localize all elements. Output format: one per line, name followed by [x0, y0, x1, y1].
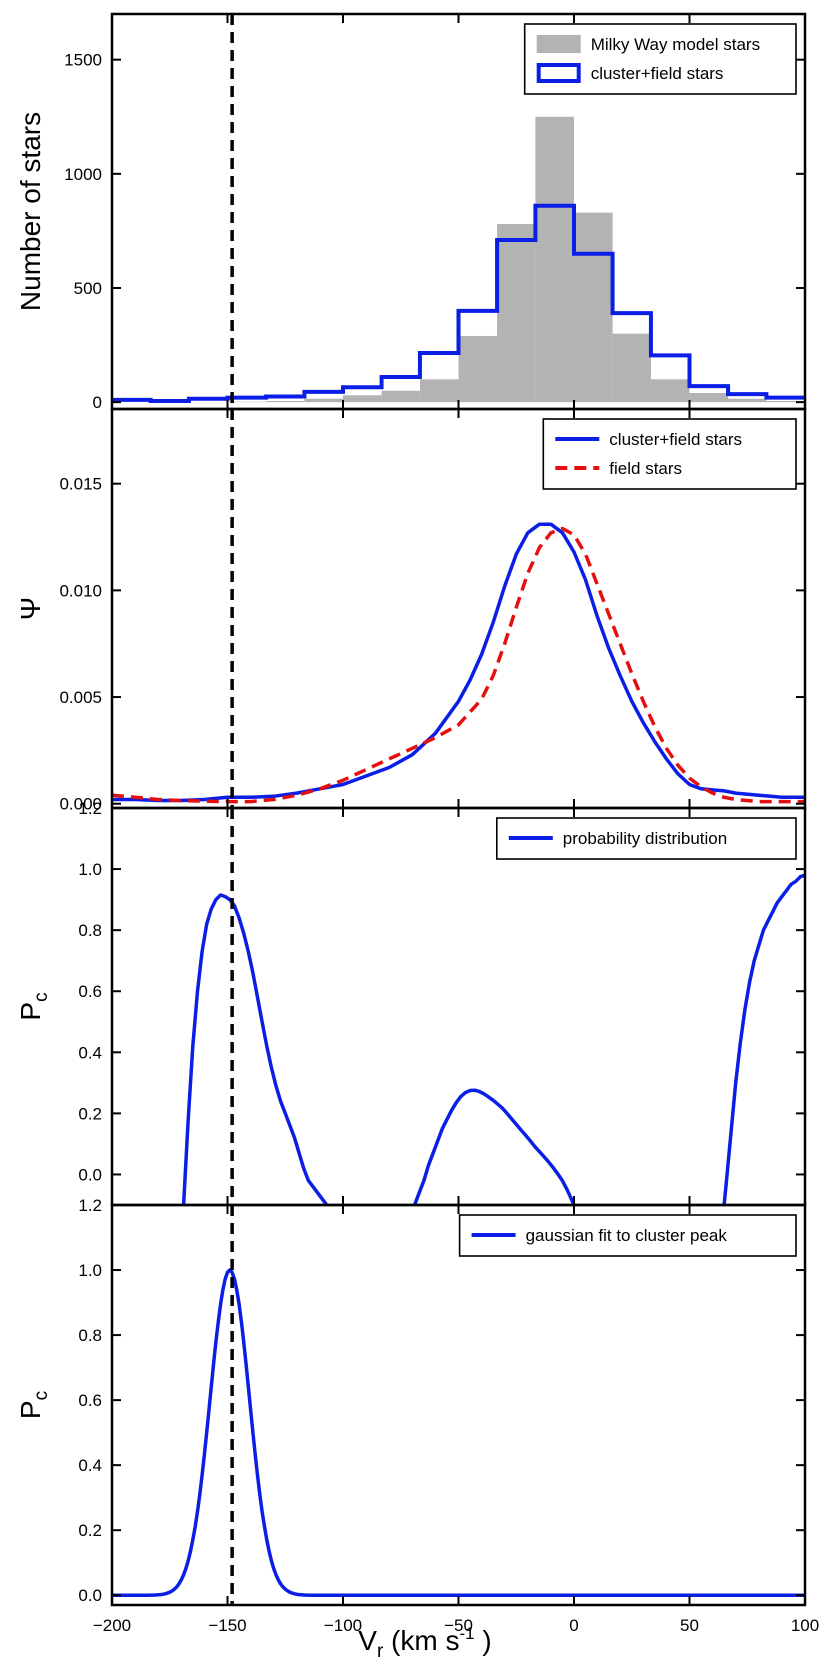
legend: gaussian fit to cluster peak — [458, 1214, 797, 1257]
histogram-bar — [458, 335, 498, 403]
legend-box — [542, 418, 797, 490]
y-tick-label: 1.0 — [78, 1261, 102, 1280]
histogram-bar — [766, 401, 805, 403]
panel-plot-area — [181, 873, 805, 1205]
x-tick-label: −150 — [208, 1616, 246, 1635]
y-tick-label: 1.2 — [78, 1196, 102, 1215]
histogram-bar — [304, 398, 343, 403]
y-tick-label: 1000 — [64, 165, 102, 184]
histogram-bar — [266, 401, 305, 403]
y-axis-label: Pc — [15, 1391, 52, 1419]
y-tick-label: 1.0 — [78, 860, 102, 879]
panel-4: 0.0 0.2 0.4 0.6 0.8 1.0 1.2 Pc gaussian fit to c… — [15, 1196, 807, 1607]
legend-swatch — [536, 35, 581, 53]
y-tick-label: 0.6 — [78, 1391, 102, 1410]
x-axis-label-unit-sup: -1 — [460, 1624, 475, 1643]
y-tick-label: 0.000 — [59, 795, 102, 814]
legend: Milky Way model stars cluster+field stars — [523, 23, 797, 95]
legend-label: Milky Way model stars — [591, 35, 760, 54]
y-tick-label: 0.0 — [78, 1165, 102, 1184]
x-tick-label: −200 — [93, 1616, 131, 1635]
legend-label: cluster+field stars — [609, 430, 742, 449]
y-tick-label: 0.015 — [59, 475, 102, 494]
y-tick-label: 0.010 — [59, 581, 102, 600]
y-tick-label: 0.005 — [59, 688, 102, 707]
y-axis-label-main: P — [15, 1002, 46, 1021]
y-axis-label-main: P — [15, 1400, 46, 1419]
x-tick-label: −100 — [324, 1616, 362, 1635]
histogram-bar — [689, 393, 729, 403]
legend: cluster+field stars field stars — [542, 418, 797, 490]
legend-label: gaussian fit to cluster peak — [526, 1226, 728, 1245]
x-tick-label: −50 — [444, 1616, 473, 1635]
panel-frame — [110, 806, 807, 1207]
y-tick-label: 1500 — [64, 51, 102, 70]
series-line-cluster-field-stars — [112, 522, 805, 803]
series-line-probability-distribution — [412, 1088, 576, 1205]
y-axis-label-sub: c — [31, 992, 52, 1002]
legend-label: cluster+field stars — [591, 64, 724, 83]
panel-plot-area — [112, 116, 805, 404]
histogram-step-line — [112, 203, 805, 404]
y-tick-label: 0.6 — [78, 982, 102, 1001]
y-tick-label: 0 — [93, 393, 102, 412]
panel-1: 0 500 1000 1500 Number of stars Milky Way mod… — [15, 12, 807, 412]
histogram-bar — [650, 379, 690, 403]
legend-swatch — [536, 63, 581, 83]
y-tick-label: 0.8 — [78, 921, 102, 940]
y-tick-label: 0.0 — [78, 1586, 102, 1605]
y-axis-label: Number of stars — [15, 112, 46, 311]
panel-plot-area — [112, 1268, 805, 1597]
y-axis-label: Ψ — [15, 597, 46, 620]
histogram-bar — [612, 333, 651, 403]
y-tick-label: 0.2 — [78, 1104, 102, 1123]
y-tick-label: 1.2 — [78, 799, 102, 818]
y-tick-label: 0.2 — [78, 1521, 102, 1540]
x-axis-label-main: V — [358, 1625, 377, 1656]
x-tick-label: 100 — [791, 1616, 819, 1635]
y-tick-label: 0.4 — [78, 1456, 102, 1475]
series-line-gaussian-fit-to-cluster-peak — [112, 1268, 805, 1597]
histogram-bar — [419, 379, 459, 403]
x-axis-label-unit-close: ) — [475, 1625, 492, 1656]
histogram-bar — [343, 395, 382, 403]
x-axis-label: Vr (km s-1 ) — [358, 1624, 491, 1662]
series-line-field-stars — [112, 526, 805, 804]
y-axis-label: Pc — [15, 992, 52, 1020]
series-line-probability-distribution — [181, 893, 329, 1205]
panel-plot-area — [112, 522, 805, 804]
x-axis-label-unit: (km s — [383, 1625, 459, 1656]
histogram-bar — [535, 116, 574, 403]
histogram-bar — [574, 212, 613, 403]
x-tick-label: 50 — [680, 1616, 699, 1635]
y-tick-label: 500 — [74, 279, 102, 298]
y-tick-label: 0.8 — [78, 1326, 102, 1345]
legend: probability distribution — [495, 817, 797, 860]
y-axis-label-sub: c — [31, 1391, 52, 1401]
x-axis-label-sub: r — [377, 1641, 384, 1662]
panel-3: 0.0 0.2 0.4 0.6 0.8 1.0 1.2 Pc probability distr… — [15, 799, 807, 1207]
legend-box — [458, 1214, 797, 1257]
histogram-bar — [728, 398, 767, 403]
x-tick-label: 0 — [569, 1616, 578, 1635]
panel-frame — [110, 1203, 807, 1607]
histogram-bar — [497, 224, 536, 403]
series-line-probability-distribution — [722, 873, 805, 1205]
histogram-bar — [381, 390, 420, 403]
y-tick-label: 0.4 — [78, 1043, 102, 1062]
legend-label: field stars — [609, 459, 682, 478]
legend-label: probability distribution — [563, 829, 727, 848]
